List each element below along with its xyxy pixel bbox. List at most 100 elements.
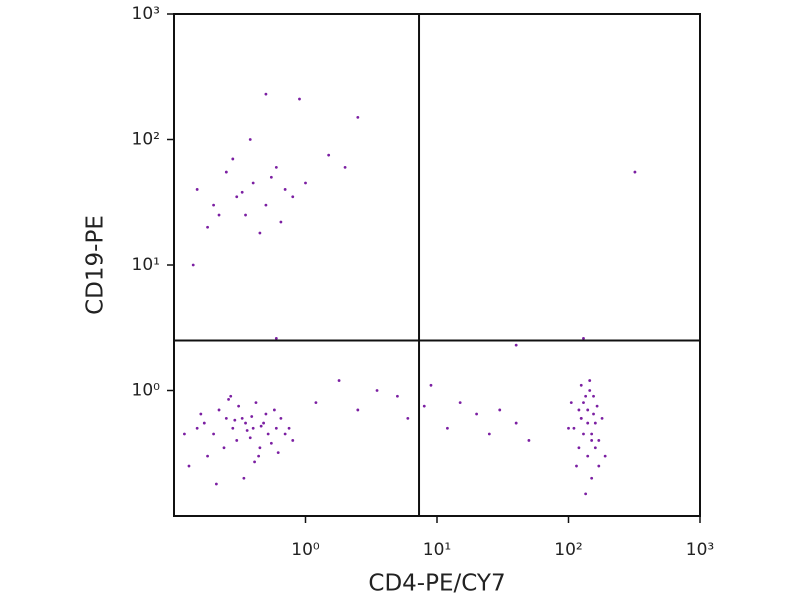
event-dot xyxy=(582,401,585,405)
event-dot xyxy=(195,426,199,430)
event-dot xyxy=(514,343,518,347)
event-dot xyxy=(272,408,276,412)
event-dot xyxy=(206,225,209,229)
event-dot xyxy=(592,412,595,416)
event-dot xyxy=(588,379,592,382)
event-dot xyxy=(291,439,295,442)
event-dot xyxy=(597,464,601,468)
event-dot xyxy=(240,416,244,420)
event-dot xyxy=(475,412,478,416)
event-dot xyxy=(579,383,583,387)
x-axis-label: CD4-PE/CY7 xyxy=(368,571,505,597)
event-dot xyxy=(590,476,594,480)
event-dot xyxy=(262,421,265,425)
event-dot xyxy=(242,476,246,480)
event-dot xyxy=(572,426,576,430)
event-dot xyxy=(569,401,573,405)
event-dot xyxy=(244,213,247,217)
event-dot xyxy=(240,190,244,194)
event-dot xyxy=(597,439,601,442)
event-dot xyxy=(202,421,206,425)
event-dot xyxy=(251,181,255,185)
y-tick-label: 10² xyxy=(132,130,160,150)
event-dot xyxy=(233,418,237,422)
event-dot xyxy=(337,379,341,382)
y-tick-label: 10³ xyxy=(132,4,160,24)
event-dot xyxy=(592,394,595,398)
event-dot xyxy=(253,460,256,464)
event-dot xyxy=(274,337,278,340)
y-axis-label: CD19-PE xyxy=(83,215,109,315)
event-dot xyxy=(586,454,590,458)
event-dot xyxy=(593,446,597,450)
event-dot xyxy=(279,220,283,224)
event-dot xyxy=(276,451,280,455)
event-dot xyxy=(258,231,262,235)
event-dot xyxy=(245,429,249,432)
event-dot xyxy=(590,432,594,436)
event-dot xyxy=(191,263,195,267)
event-dot xyxy=(264,203,268,207)
event-dot xyxy=(283,432,287,436)
y-tick-label: 10⁰ xyxy=(132,381,161,401)
event-dot xyxy=(327,153,331,157)
event-dot xyxy=(254,401,258,405)
event-dot xyxy=(217,213,221,217)
event-dot xyxy=(577,446,581,450)
y-tick-label: 10¹ xyxy=(132,255,160,275)
event-dot xyxy=(584,492,588,496)
event-dot xyxy=(575,464,578,468)
x-tick-label: 10¹ xyxy=(423,540,451,560)
event-dot xyxy=(187,464,191,468)
event-dot xyxy=(248,436,252,440)
event-dot xyxy=(588,389,592,392)
event-dot xyxy=(446,426,449,430)
event-dot xyxy=(195,188,199,191)
event-dot xyxy=(259,424,263,428)
event-dot xyxy=(227,397,230,401)
event-dot xyxy=(251,426,255,430)
event-dot xyxy=(422,404,426,408)
event-dot xyxy=(224,416,228,420)
event-dot xyxy=(586,421,590,425)
event-dot xyxy=(222,446,226,450)
x-tick-label: 10² xyxy=(554,540,582,560)
event-dot xyxy=(577,408,581,412)
event-dot xyxy=(224,170,228,174)
event-dot xyxy=(279,416,283,420)
event-dot xyxy=(231,426,235,430)
event-dot xyxy=(375,389,379,392)
event-dot xyxy=(258,446,262,450)
event-dot xyxy=(584,394,588,398)
event-dot xyxy=(237,404,241,408)
event-dot xyxy=(514,421,518,425)
event-dot xyxy=(212,203,215,207)
event-dot xyxy=(248,138,252,141)
event-dot xyxy=(269,175,273,179)
event-dot xyxy=(291,195,295,199)
event-dot xyxy=(274,426,278,430)
event-dot xyxy=(396,394,399,398)
event-dot xyxy=(595,404,599,408)
event-dot xyxy=(235,439,239,442)
event-dot xyxy=(229,394,233,398)
event-dot xyxy=(257,454,261,458)
plot-frame xyxy=(173,13,701,517)
event-dot xyxy=(287,426,291,430)
event-dot xyxy=(244,421,247,425)
event-dot xyxy=(217,408,221,412)
event-dot xyxy=(590,439,594,442)
event-dot xyxy=(231,157,235,161)
event-dot xyxy=(582,432,585,436)
x-tick-label: 10³ xyxy=(686,540,714,560)
event-dot xyxy=(314,401,318,405)
event-dot xyxy=(343,165,347,169)
event-dot xyxy=(199,412,203,416)
event-dot xyxy=(264,412,268,416)
event-dot xyxy=(567,426,570,430)
x-tick-label: 10⁰ xyxy=(291,540,320,560)
event-dot xyxy=(274,165,278,169)
event-dot xyxy=(264,92,268,96)
event-dot xyxy=(298,97,301,101)
